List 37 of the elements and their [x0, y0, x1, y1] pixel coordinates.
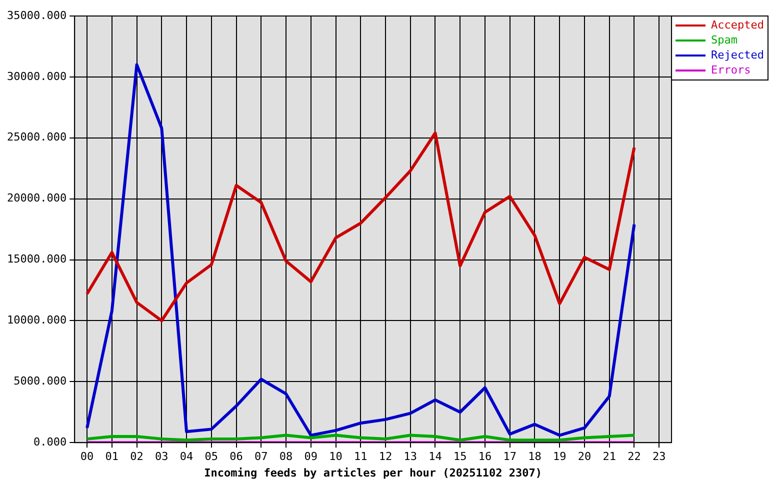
x-tick-label: 18 — [528, 450, 542, 464]
legend-label: Rejected — [711, 48, 764, 62]
x-tick-label: 12 — [378, 450, 392, 464]
x-tick-label: 15 — [453, 450, 467, 464]
y-tick-label: 20000.000 — [6, 192, 67, 205]
x-tick-label: 09 — [304, 450, 318, 464]
x-tick-label: 19 — [552, 450, 566, 464]
y-tick-label: 30000.000 — [6, 70, 67, 83]
x-tick-label: 16 — [478, 450, 492, 464]
x-tick-label: 22 — [628, 450, 641, 464]
x-tick-label: 20 — [578, 450, 592, 464]
x-tick-label: 11 — [354, 450, 368, 464]
y-tick-label: 15000.000 — [6, 252, 67, 266]
x-tick-label: 06 — [230, 450, 243, 464]
y-tick-label: 25000.000 — [6, 130, 67, 144]
x-tick-label: 05 — [204, 450, 218, 464]
x-tick-label: 14 — [428, 450, 442, 464]
x-tick-label: 00 — [80, 450, 94, 464]
y-tick-label: 10000.000 — [6, 314, 67, 327]
x-tick-label: 17 — [503, 450, 516, 464]
x-tick-label: 10 — [329, 450, 342, 464]
x-tick-label: 02 — [130, 450, 144, 464]
x-tick-label: 04 — [180, 450, 194, 464]
x-tick-label: 01 — [105, 450, 119, 464]
legend-label: Errors — [711, 63, 751, 76]
x-tick-label: 08 — [279, 450, 293, 464]
x-axis-title: Incoming feeds by articles per hour (20251102 2307) — [204, 466, 542, 480]
y-tick-label: 35000.000 — [6, 8, 67, 22]
legend-label: Spam — [711, 33, 738, 46]
x-tick-label: 07 — [254, 450, 268, 464]
x-tick-label: 03 — [155, 450, 168, 464]
x-tick-label: 21 — [602, 450, 616, 464]
x-tick-label: 23 — [652, 450, 666, 464]
y-tick-label: 0.000 — [33, 435, 67, 448]
x-tick-label: 13 — [404, 450, 417, 464]
y-tick-label: 5000.000 — [14, 374, 67, 388]
legend-label: Accepted — [711, 18, 764, 32]
